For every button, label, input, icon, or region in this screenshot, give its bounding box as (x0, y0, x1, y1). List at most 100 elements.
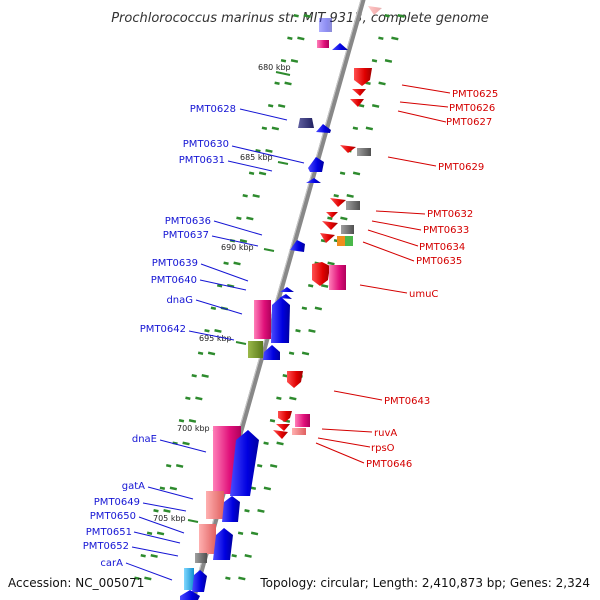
gene-feature[interactable] (332, 43, 348, 50)
gene-feature[interactable] (199, 524, 216, 554)
tick-dot (204, 329, 210, 333)
gene-feature[interactable] (330, 198, 346, 207)
gene-feature[interactable] (222, 496, 240, 522)
gene-feature[interactable] (271, 297, 290, 343)
kbp-tick-mark (275, 71, 291, 76)
gene-label[interactable]: rpsO (371, 443, 395, 454)
tick-dot (301, 306, 308, 310)
gene-feature[interactable] (312, 262, 330, 286)
tick-dot (165, 464, 172, 468)
gene-label[interactable]: dnaG (166, 295, 193, 306)
gene-label[interactable]: PMT0630 (183, 139, 229, 150)
gene-feature[interactable] (350, 99, 364, 107)
gene-feature[interactable] (337, 236, 345, 246)
gene-label[interactable]: PMT0629 (438, 162, 484, 173)
gene-feature[interactable] (346, 201, 360, 210)
gene-feature[interactable] (290, 240, 305, 252)
gene-label[interactable]: PMT0628 (190, 104, 236, 115)
gene-feature[interactable] (306, 178, 321, 183)
gene-label[interactable]: PMT0634 (419, 242, 465, 253)
gene-feature[interactable] (326, 212, 338, 218)
gene-feature[interactable] (292, 428, 306, 435)
gene-label[interactable]: PMT0636 (165, 216, 211, 227)
gene-feature[interactable] (316, 124, 331, 133)
gene-label[interactable]: PMT0635 (416, 256, 462, 267)
gene-feature[interactable] (354, 68, 372, 86)
gene-label[interactable]: ruvA (374, 428, 397, 439)
gene-feature[interactable] (195, 553, 207, 563)
connector-line (188, 330, 235, 341)
gene-feature[interactable] (329, 265, 346, 290)
gene-label[interactable]: PMT0631 (179, 155, 225, 166)
gene-feature[interactable] (180, 590, 200, 600)
gene-label[interactable]: PMT0632 (427, 209, 473, 220)
gene-label[interactable]: PMT0639 (152, 258, 198, 269)
connector-line (371, 220, 422, 231)
gene-label[interactable]: dnaE (132, 434, 157, 445)
gene-feature[interactable] (278, 411, 292, 422)
gene-feature[interactable] (184, 568, 194, 590)
gene-label[interactable]: PMT0649 (94, 497, 140, 508)
tick-dot (378, 81, 386, 86)
tick-dot (150, 553, 158, 558)
kbp-tick-mark (187, 519, 199, 523)
gene-feature[interactable] (357, 148, 371, 156)
gene-feature[interactable] (248, 341, 263, 358)
gene-feature[interactable] (206, 491, 224, 519)
connector-line (375, 210, 426, 215)
gene-label[interactable]: PMT0650 (90, 511, 136, 522)
gene-label[interactable]: PMT0651 (86, 527, 132, 538)
gene-label[interactable]: PMT0637 (163, 230, 209, 241)
gene-feature[interactable] (298, 118, 314, 128)
gene-feature[interactable] (322, 221, 338, 230)
gene-feature[interactable] (319, 18, 332, 32)
tick-dot (210, 306, 217, 310)
gene-feature[interactable] (308, 157, 324, 172)
gene-label[interactable]: PMT0626 (449, 103, 495, 114)
connector-line (239, 108, 288, 121)
gene-label[interactable]: PMT0646 (366, 459, 412, 470)
tick-dot (269, 463, 278, 468)
gene-feature[interactable] (341, 225, 354, 234)
gene-feature[interactable] (279, 294, 292, 299)
gene-feature[interactable] (263, 345, 280, 360)
gene-label[interactable]: PMT0640 (151, 275, 197, 286)
tick-dot (384, 13, 390, 18)
gene-label[interactable]: gatA (122, 481, 145, 492)
gene-feature[interactable] (340, 145, 356, 153)
tick-dot (263, 441, 269, 445)
gene-feature[interactable] (213, 528, 233, 560)
gene-label[interactable]: PMT0652 (83, 541, 129, 552)
gene-feature[interactable] (276, 424, 290, 431)
gene-feature[interactable] (230, 430, 259, 496)
gene-label[interactable]: umuC (409, 289, 438, 300)
connector-line (199, 279, 247, 291)
gene-feature[interactable] (280, 287, 294, 292)
gene-label[interactable]: PMT0625 (452, 89, 498, 100)
tick-dot (397, 14, 405, 18)
gene-feature[interactable] (352, 89, 366, 96)
gene-feature[interactable] (273, 430, 288, 439)
tick-dot (289, 396, 297, 401)
gene-feature[interactable] (287, 371, 303, 388)
connector-line (211, 235, 259, 247)
gene-feature[interactable] (192, 570, 207, 592)
gene-feature[interactable] (317, 40, 329, 48)
tick-dot (225, 576, 231, 580)
tick-dot (269, 419, 276, 423)
gene-label[interactable]: carA (100, 558, 123, 569)
gene-feature[interactable] (320, 233, 335, 243)
gene-label[interactable]: PMT0642 (140, 324, 186, 335)
connector-line (387, 156, 437, 167)
gene-label[interactable]: PMT0627 (446, 117, 492, 128)
gene-label[interactable]: PMT0643 (384, 396, 430, 407)
gene-feature[interactable] (254, 300, 271, 339)
tick-dot (261, 126, 268, 130)
kbp-tick-label: 690 kbp (221, 243, 254, 252)
gene-feature[interactable] (295, 414, 310, 427)
gene-label[interactable]: PMT0633 (423, 225, 469, 236)
gene-feature[interactable] (345, 236, 353, 246)
tick-dot (195, 396, 203, 401)
gene-feature[interactable] (368, 6, 382, 15)
